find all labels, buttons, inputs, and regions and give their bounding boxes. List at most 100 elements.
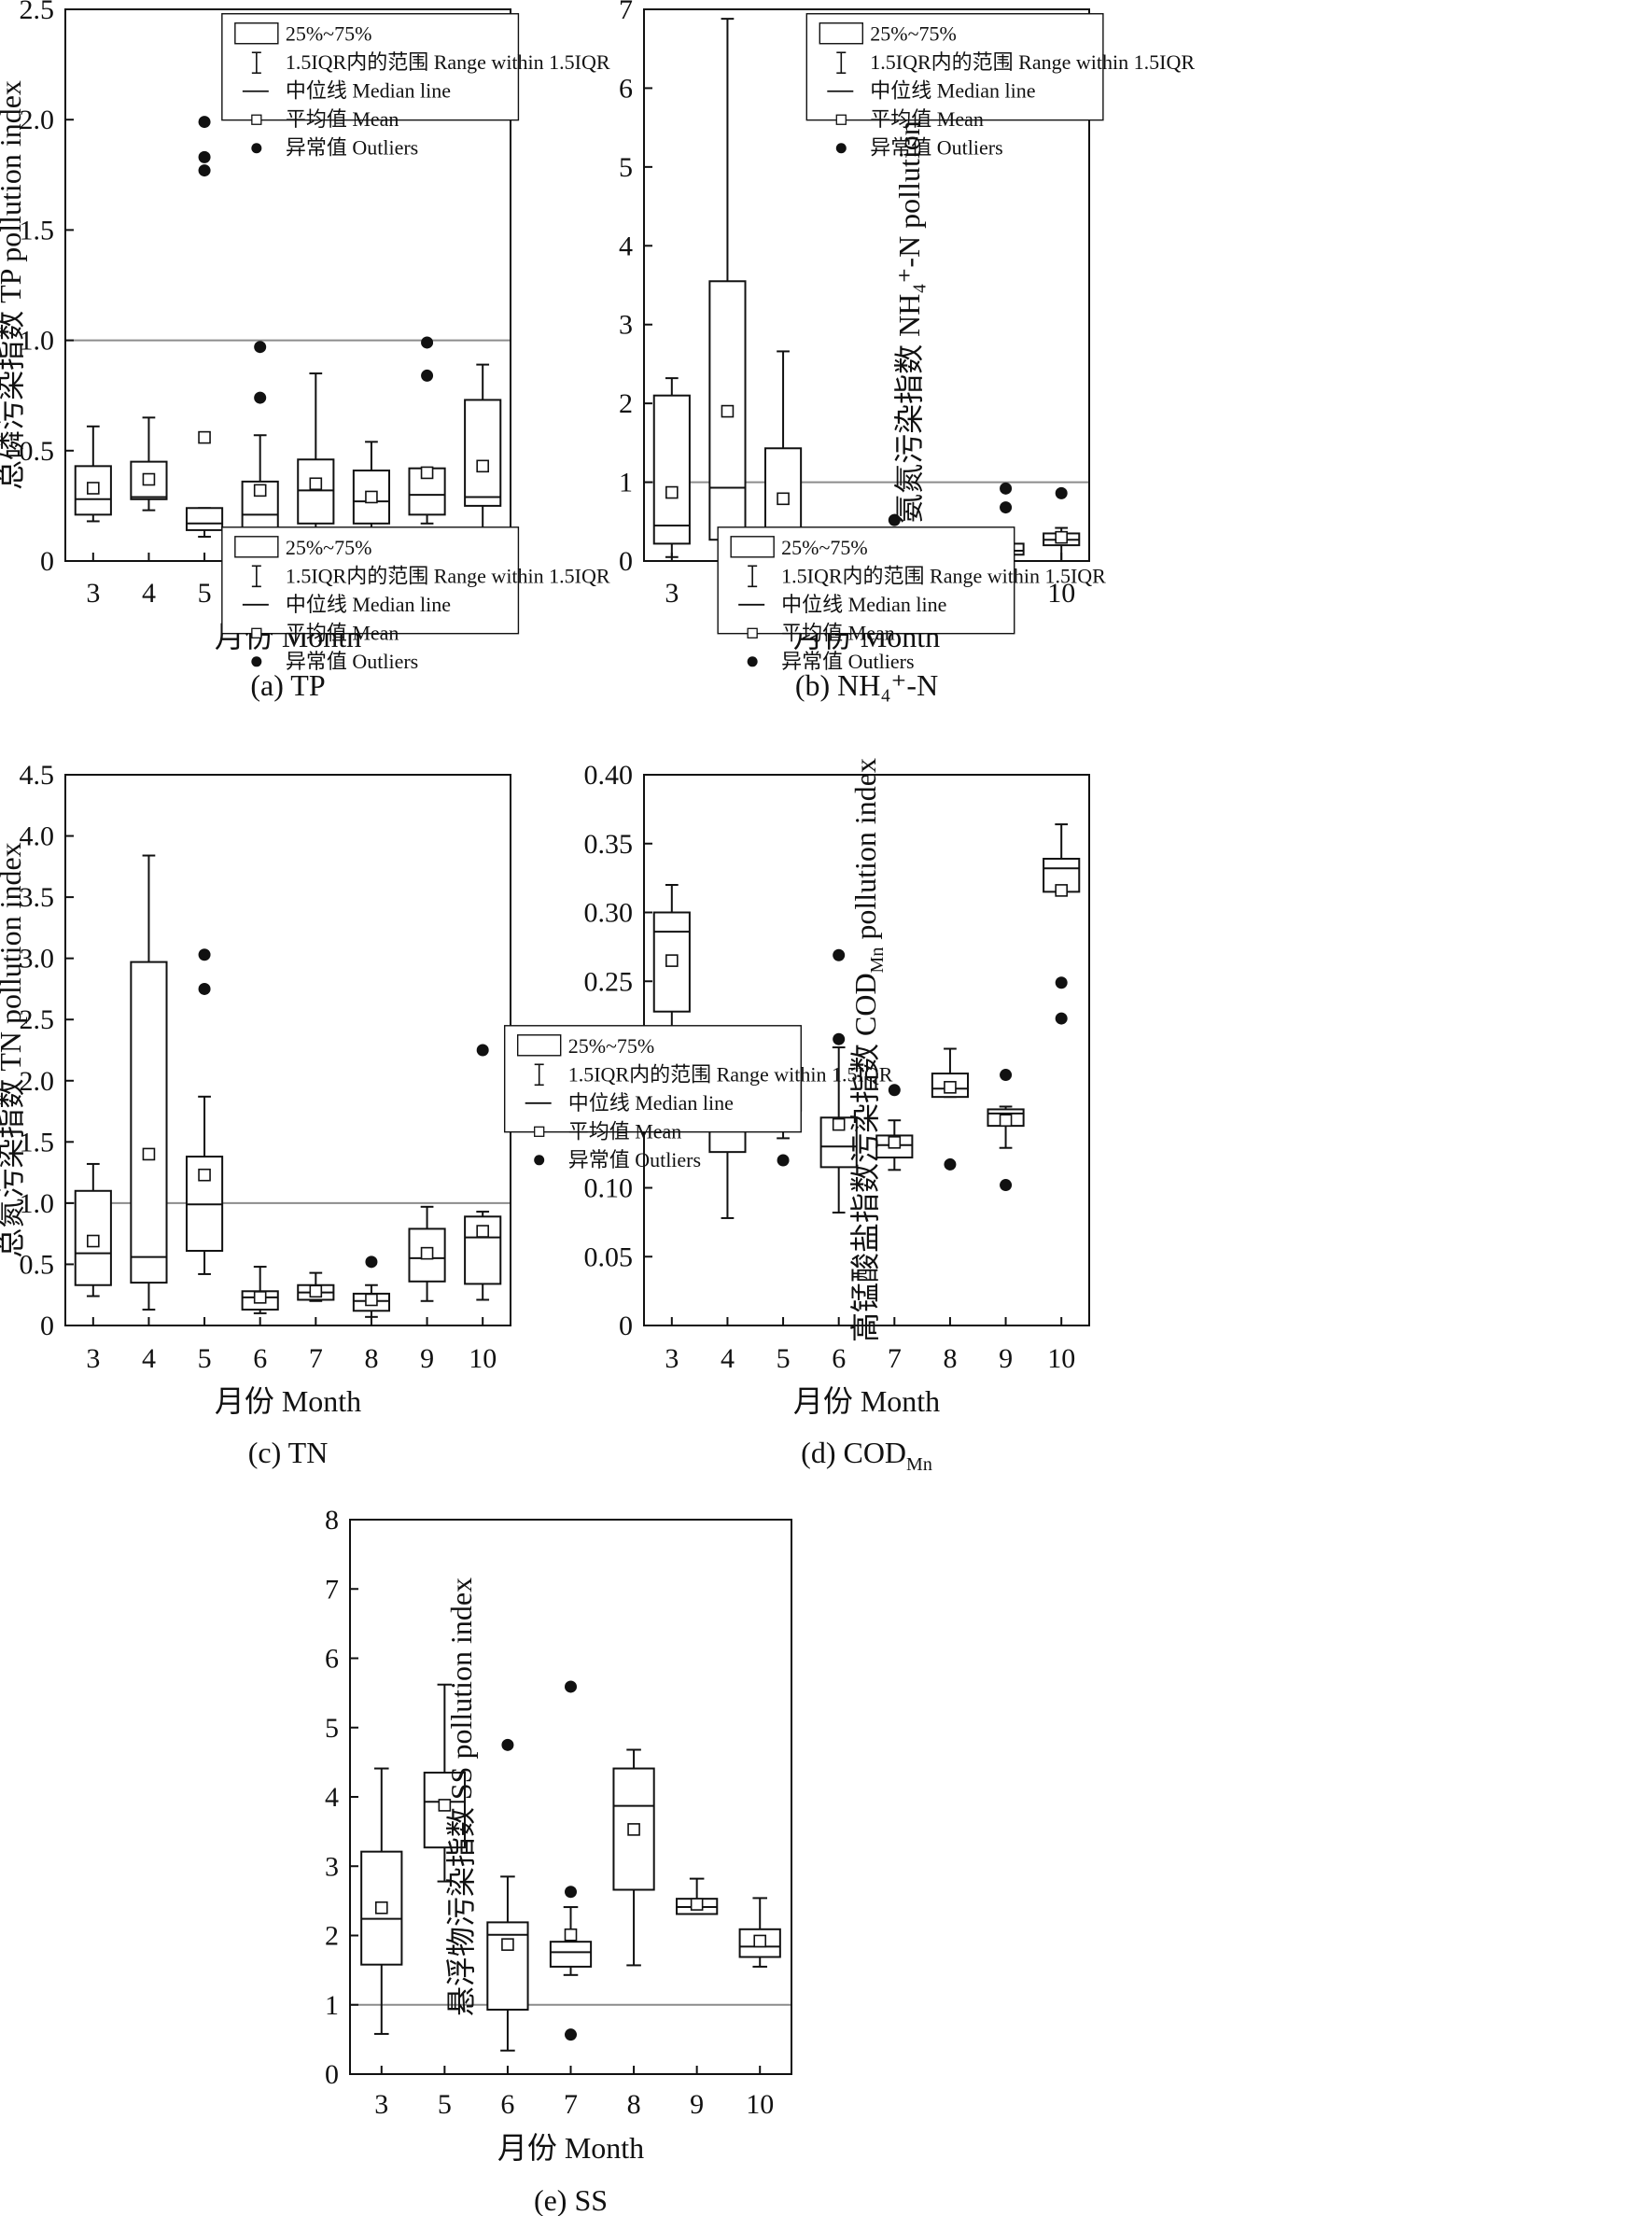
iqr-box xyxy=(130,961,168,1284)
chart-panel-c: 0 0.5 1.0 1.5 2.0 2.5 3.0 3.5 4.0 4.5 3 4 5 6 7 8 9 10 月份 … xyxy=(0,760,511,1469)
box-month-9 xyxy=(676,1877,719,1915)
iqr-box xyxy=(408,1227,446,1283)
iqr-box xyxy=(360,1850,403,1966)
x-tick-label: 4 xyxy=(142,1343,156,1374)
legend: 25%~75% 1.5IQR内的范围 Range within 1.5IQR 中位线… xyxy=(717,526,1106,673)
mean-marker xyxy=(665,485,679,499)
iqr-box xyxy=(464,399,502,507)
legend-whisker-label: 1.5IQR内的范围 Range within 1.5IQR xyxy=(781,564,1106,587)
x-tick-label: 3 xyxy=(86,578,100,609)
mean-marker xyxy=(627,1823,640,1836)
y-axis-title-sub: Mn xyxy=(867,947,888,974)
outlier-point xyxy=(421,369,434,382)
x-tick-label: 10 xyxy=(746,2089,774,2120)
y-axis-title: 总磷污染指数 TP pollution index xyxy=(0,80,27,490)
panel-caption: (b) NH₄⁺-N xyxy=(795,668,938,702)
legend: 25%~75% 1.5IQR内的范围 Range within 1.5IQR 中位线… xyxy=(805,13,1195,160)
outlier-point xyxy=(888,1084,901,1097)
legend-median-label: 中位线 Median line xyxy=(568,1091,734,1115)
y-tick-label: 0 xyxy=(40,1311,54,1341)
legend: 25%~75% 1.5IQR内的范围 Range within 1.5IQR 中位线… xyxy=(221,526,610,673)
x-tick-label: 8 xyxy=(364,1343,378,1374)
y-tick-label: 2.0 xyxy=(20,1066,55,1097)
y-tick-label: 4 xyxy=(325,1782,339,1813)
y-tick-label: 1 xyxy=(619,468,633,498)
outlier-point xyxy=(888,513,901,526)
legend-mean-swatch xyxy=(747,627,758,638)
legend-outlier-swatch xyxy=(251,143,262,154)
box-month-10 xyxy=(1043,823,1081,1025)
y-axis-title: 悬浮物污染指数 SS pollution index xyxy=(444,1578,478,2016)
y-tick-label: 0 xyxy=(619,546,633,577)
chart-panel-e: 0 1 2 3 4 5 6 7 8 3 5 6 7 8 9 10 月份 Month 悬浮物污染指数 SS poll… xyxy=(325,1505,792,2216)
panel-caption: (c) TN xyxy=(248,1436,329,1469)
mean-marker xyxy=(374,1901,388,1914)
y-tick-label: 0.40 xyxy=(584,760,634,791)
outlier-point xyxy=(365,1255,378,1269)
iqr-box xyxy=(486,1921,529,2011)
x-tick-label: 8 xyxy=(943,1343,957,1374)
legend-outlier-label: 异常值 Outliers xyxy=(286,650,418,673)
y-axis-title: 总氮污染指数 TN pollution index xyxy=(0,842,27,1257)
y-tick-label: 4.5 xyxy=(20,760,55,791)
legend-box-swatch xyxy=(234,536,279,558)
x-tick-label: 7 xyxy=(888,1343,902,1374)
outlier-point xyxy=(1000,482,1013,495)
legend-box-label: 25%~75% xyxy=(781,536,868,559)
mean-marker xyxy=(944,1081,957,1094)
x-tick-label: 3 xyxy=(86,1343,100,1374)
legend: 25%~75% 1.5IQR内的范围 Range within 1.5IQR 中位线… xyxy=(503,1025,893,1171)
legend-whisker-label: 1.5IQR内的范围 Range within 1.5IQR xyxy=(870,50,1195,74)
legend-box-swatch xyxy=(730,536,775,558)
outlier-point xyxy=(198,150,211,163)
outlier-point xyxy=(565,1886,577,1899)
x-tick-label: 4 xyxy=(142,578,156,609)
y-tick-label: 0.35 xyxy=(584,829,634,860)
legend-outlier-swatch xyxy=(835,143,847,154)
mean-marker xyxy=(690,1898,704,1911)
iqr-box xyxy=(652,394,691,545)
box-month-7 xyxy=(549,1680,593,2041)
x-tick-label: 3 xyxy=(665,578,679,609)
mean-marker xyxy=(365,490,378,504)
plot-frame xyxy=(349,1519,792,2075)
mean-marker xyxy=(564,1928,578,1942)
legend-box-swatch xyxy=(234,22,279,45)
legend-mean-label: 平均值 Mean xyxy=(286,107,399,131)
x-axis-title: 月份 Month xyxy=(497,2131,644,2165)
legend-whisker-label: 1.5IQR内的范围 Range within 1.5IQR xyxy=(286,564,610,587)
legend-mean-swatch xyxy=(835,114,847,125)
y-tick-label: 6 xyxy=(619,73,633,104)
box-month-6 xyxy=(241,341,279,547)
legend-outlier-swatch xyxy=(747,656,758,667)
box-month-6 xyxy=(241,1266,279,1314)
outlier-point xyxy=(565,2028,577,2041)
legend-whisker-label: 1.5IQR内的范围 Range within 1.5IQR xyxy=(568,1062,893,1086)
iqr-box xyxy=(549,1941,593,1968)
legend-outlier-label: 异常值 Outliers xyxy=(568,1148,701,1171)
mean-marker xyxy=(198,430,211,444)
iqr-box xyxy=(297,458,335,525)
box-month-8 xyxy=(352,1255,391,1318)
mean-marker xyxy=(476,1225,489,1238)
mean-marker xyxy=(253,484,267,498)
box-month-3 xyxy=(360,1767,403,2035)
x-tick-label: 5 xyxy=(198,578,212,609)
box-month-4 xyxy=(708,18,747,553)
mean-marker xyxy=(476,459,489,473)
box-month-6 xyxy=(486,1738,529,2052)
mean-marker xyxy=(1055,884,1068,897)
mean-marker xyxy=(253,1291,267,1304)
outlier-point xyxy=(833,948,846,961)
x-tick-label: 3 xyxy=(374,2089,388,2120)
y-tick-label: 0.5 xyxy=(20,1249,55,1280)
legend-mean-label: 平均值 Mean xyxy=(870,107,984,131)
y-tick-label: 7 xyxy=(325,1574,339,1605)
outlier-point xyxy=(1055,1012,1068,1025)
iqr-box xyxy=(185,507,224,531)
iqr-box xyxy=(74,465,112,516)
y-tick-label: 0 xyxy=(40,546,54,577)
box-month-8 xyxy=(612,1748,655,1967)
mean-marker xyxy=(87,1234,100,1248)
